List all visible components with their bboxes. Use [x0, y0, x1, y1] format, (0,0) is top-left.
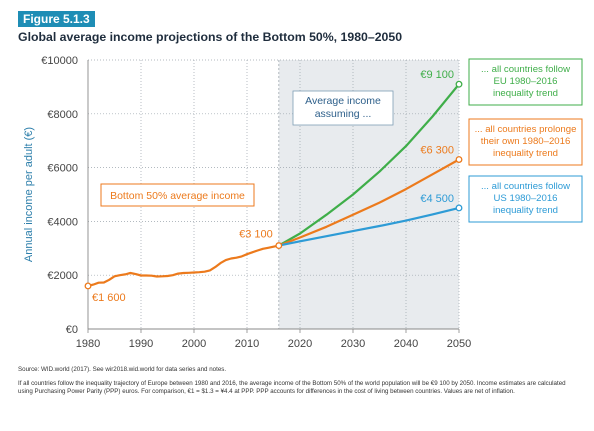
- y-tick-label: €2000: [47, 270, 78, 282]
- own-legend-box-text: their own 1980–2016: [481, 136, 571, 147]
- eu-end-value-label: €9 100: [420, 69, 454, 81]
- own-series-line: [278, 158, 460, 247]
- x-tick-label: 2020: [288, 338, 312, 350]
- x-tick-label: 1980: [76, 338, 100, 350]
- x-tick-label: 1990: [129, 338, 153, 350]
- eu-end-marker: [455, 80, 463, 88]
- x-tick-label: 2010: [235, 338, 259, 350]
- source-note: Source: WID.world (2017). See wir2018.wi…: [18, 366, 227, 373]
- eu-legend-box: [468, 58, 583, 106]
- own-end-value-label: €6 300: [420, 145, 454, 157]
- own-legend-box-text: inequality trend: [493, 148, 558, 159]
- x-tick-label: 2030: [341, 338, 365, 350]
- start-point-marker: [84, 282, 92, 290]
- us-legend-box-text: ... all countries follow: [481, 181, 570, 192]
- eu-legend-box-text: inequality trend: [493, 88, 558, 99]
- shaded-label-line: assuming ...: [315, 108, 372, 120]
- y-tick-label: €0: [66, 324, 78, 336]
- x-tick-label: 2000: [182, 338, 206, 350]
- x-tick-label: 2040: [394, 338, 418, 350]
- shaded-label-line: Average income: [305, 95, 381, 107]
- y-axis-label: Annual income per adult (€): [23, 127, 35, 262]
- y-tick-label: €6000: [47, 163, 78, 175]
- us-legend-box-text: US 1980–2016: [493, 193, 557, 204]
- figure-title: Global average income projections of the…: [18, 30, 403, 44]
- own-legend-box-text: ... all countries prolonge: [475, 124, 577, 135]
- projection-start-value-label: €3 100: [239, 229, 273, 241]
- x-tick-label: 2050: [447, 338, 471, 350]
- own-end-marker: [455, 156, 463, 163]
- figure-badge: Figure 5.1.3: [18, 11, 95, 27]
- us-legend-box-text: inequality trend: [493, 205, 558, 216]
- historical-label-box: [100, 183, 255, 207]
- projection-start-marker: [275, 242, 283, 250]
- y-tick-label: €4000: [47, 216, 78, 228]
- historical-series-line: [87, 244, 280, 288]
- eu-series-line: [278, 83, 460, 247]
- eu-legend-box-text: EU 1980–2016: [493, 76, 557, 87]
- us-series-line: [278, 206, 460, 247]
- us-legend-box: [468, 175, 583, 223]
- eu-legend-box-text: ... all countries follow: [481, 64, 570, 75]
- footnote: If all countries follow the inequality t…: [18, 380, 566, 395]
- shaded-label-box: [292, 90, 394, 126]
- us-end-value-label: €4 500: [420, 193, 454, 205]
- start-value-label: €1 600: [92, 292, 126, 304]
- own-legend-box: [468, 118, 583, 166]
- us-end-marker: [455, 204, 463, 212]
- y-tick-label: €8000: [47, 109, 78, 121]
- y-tick-label: €10000: [41, 55, 78, 67]
- historical-label-text: Bottom 50% average income: [110, 190, 245, 202]
